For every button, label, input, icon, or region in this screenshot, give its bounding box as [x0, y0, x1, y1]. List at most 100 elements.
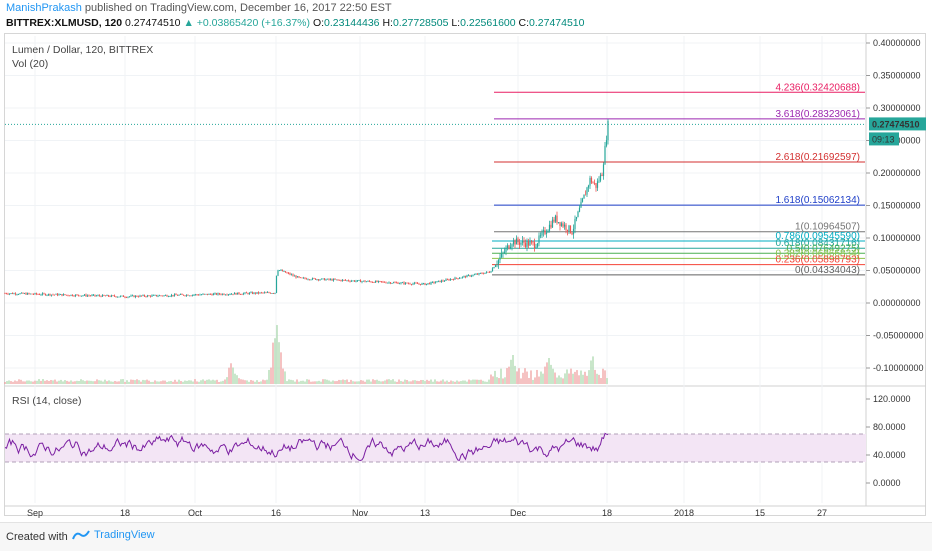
volume-bar: [164, 380, 166, 384]
candle-body: [562, 223, 564, 227]
publish-info: ManishPrakash published on TradingView.c…: [6, 2, 392, 14]
tradingview-link[interactable]: TradingView: [72, 529, 155, 541]
candle-body: [392, 282, 395, 284]
candle-body: [248, 292, 251, 295]
volume-bar: [310, 381, 312, 384]
candle-body: [160, 295, 162, 297]
candle-body: [536, 243, 539, 247]
x-tick-label: 16: [271, 508, 281, 518]
volume-bar: [524, 368, 526, 384]
candle-body: [262, 292, 264, 294]
candle-body: [238, 292, 240, 295]
y-tick-label: 0.35000000: [873, 71, 921, 81]
volume-bar: [458, 381, 460, 384]
candle-body: [404, 282, 407, 284]
candle-body: [187, 294, 189, 296]
candle-body: [290, 274, 293, 276]
volume-bar: [170, 380, 172, 384]
candle-body: [580, 201, 582, 208]
candle-body: [449, 279, 452, 281]
volume-bar: [490, 374, 492, 384]
candle-body: [334, 279, 336, 280]
volume-bar: [50, 379, 52, 384]
candle-body: [191, 294, 194, 296]
candle-body: [124, 296, 126, 298]
volume-bar: [312, 381, 314, 384]
volume-bar: [156, 381, 158, 384]
candle-body: [176, 295, 179, 296]
volume-bar: [484, 381, 486, 384]
candle-body: [556, 215, 558, 223]
candle-body: [137, 296, 140, 298]
volume-bar: [112, 381, 114, 384]
candle-body: [293, 275, 296, 277]
volume-group: [4, 325, 608, 384]
candle-body: [287, 272, 290, 274]
candle-body: [212, 293, 215, 296]
candle-body: [311, 278, 314, 280]
tradingview-brand: TradingView: [94, 529, 155, 541]
candle-body: [440, 280, 443, 283]
candle-body: [200, 294, 203, 296]
y-tick-label: 0.30000000: [873, 103, 921, 113]
candle-body: [221, 293, 224, 295]
volume-bar: [300, 380, 302, 384]
candle-body: [130, 295, 132, 297]
candle-body: [463, 276, 465, 277]
volume-bar: [336, 381, 338, 384]
candle-body: [133, 295, 135, 298]
candle-body: [410, 284, 413, 285]
candle-body: [215, 293, 218, 295]
candle-body: [574, 219, 576, 229]
last-price-tag: [869, 117, 926, 131]
volume-bar: [120, 379, 122, 384]
candle-body: [143, 295, 146, 297]
volume-bar: [404, 379, 406, 384]
candle-body: [74, 294, 77, 297]
volume-bar: [150, 381, 152, 384]
volume-bar: [124, 381, 126, 384]
candle-body: [107, 295, 110, 297]
volume-bar: [414, 380, 416, 384]
candle-body: [481, 273, 483, 274]
candle-body: [140, 295, 143, 297]
volume-bar: [202, 379, 204, 384]
volume-bar: [128, 381, 130, 384]
candle-body: [235, 292, 237, 295]
volume-bar: [410, 381, 412, 384]
volume-bar: [90, 380, 92, 384]
volume-bar: [486, 381, 488, 384]
volume-bar: [268, 369, 270, 384]
candle-body: [328, 278, 330, 280]
candle-body: [362, 280, 365, 282]
volume-bar: [70, 380, 72, 384]
author-link[interactable]: ManishPrakash: [6, 2, 82, 14]
candle-body: [115, 296, 117, 298]
candle-body: [125, 297, 128, 299]
candle-body: [367, 280, 369, 282]
volume-bar: [440, 380, 442, 384]
volume-bar: [68, 381, 70, 384]
candle-body: [20, 292, 23, 294]
candle-body: [388, 282, 390, 284]
candle-body: [241, 294, 243, 296]
candle-body: [34, 293, 36, 295]
candle-body: [292, 274, 294, 276]
candle-body: [487, 271, 489, 273]
candle-body: [427, 283, 429, 284]
volume-bar: [286, 381, 288, 384]
candle-body: [206, 293, 209, 295]
candle-body: [460, 277, 462, 279]
candle-body: [202, 293, 204, 295]
volume-bar: [98, 380, 100, 384]
volume-bar: [136, 379, 138, 384]
candle-body: [197, 294, 200, 296]
fib-level-label: 1(0.10964507): [795, 222, 860, 233]
candle-body: [406, 282, 408, 284]
candle-body: [569, 225, 572, 233]
candle-body: [157, 295, 159, 297]
volume-bar: [140, 381, 142, 384]
volume-bar: [426, 379, 428, 384]
candle-body: [161, 295, 164, 297]
